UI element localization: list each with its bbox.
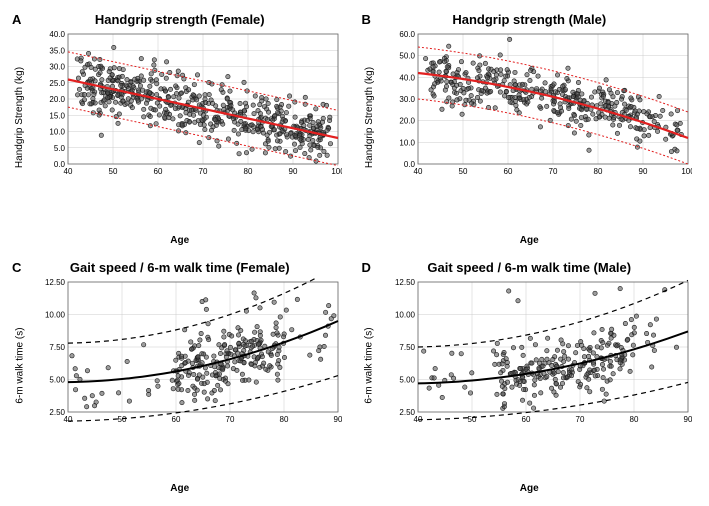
panel-c: C Gait speed / 6-m walk time (Female) 6-… — [10, 258, 350, 496]
panel-title: Handgrip strength (Female) — [10, 12, 350, 27]
svg-text:12.50: 12.50 — [45, 278, 66, 287]
svg-text:25.0: 25.0 — [49, 79, 65, 88]
svg-text:50: 50 — [118, 415, 127, 424]
x-axis-label: Age — [360, 235, 700, 246]
svg-text:60: 60 — [154, 167, 163, 176]
y-axis-label: 6-m walk time (s) — [15, 327, 26, 403]
svg-text:60: 60 — [521, 415, 530, 424]
svg-text:70: 70 — [575, 415, 584, 424]
y-axis-label-wrap: 6-m walk time (s) — [364, 258, 376, 472]
panel-title: Gait speed / 6-m walk time (Male) — [360, 260, 700, 275]
svg-text:80: 80 — [629, 415, 638, 424]
svg-text:7.50: 7.50 — [49, 343, 65, 352]
y-axis-label: Handgrip Strength (kg) — [364, 66, 375, 167]
panel-a: A Handgrip strength (Female) Handgrip St… — [10, 10, 350, 248]
x-axis-label: Age — [10, 235, 350, 246]
svg-text:5.00: 5.00 — [49, 376, 65, 385]
svg-text:80: 80 — [244, 167, 253, 176]
svg-text:10.0: 10.0 — [49, 128, 65, 137]
y-axis-label-wrap: 6-m walk time (s) — [14, 258, 26, 472]
svg-text:20.0: 20.0 — [399, 117, 415, 126]
y-axis-label: 6-m walk time (s) — [364, 327, 375, 403]
svg-text:15.0: 15.0 — [49, 111, 65, 120]
svg-text:90: 90 — [638, 167, 647, 176]
panel-d: D Gait speed / 6-m walk time (Male) 6-m … — [360, 258, 700, 496]
svg-text:50: 50 — [467, 415, 476, 424]
y-axis-label: Handgrip Strength (kg) — [15, 66, 26, 167]
svg-text:100: 100 — [681, 167, 692, 176]
svg-text:60: 60 — [503, 167, 512, 176]
svg-text:2.50: 2.50 — [399, 408, 415, 417]
plot-a: 4050607080901000.05.010.015.020.025.030.… — [42, 30, 342, 180]
svg-text:0.0: 0.0 — [54, 160, 66, 169]
svg-text:90: 90 — [334, 415, 342, 424]
panel-title: Handgrip strength (Male) — [360, 12, 700, 27]
svg-text:60.0: 60.0 — [399, 30, 415, 39]
svg-text:60: 60 — [172, 415, 181, 424]
svg-text:50.0: 50.0 — [399, 52, 415, 61]
svg-text:90: 90 — [289, 167, 298, 176]
svg-text:2.50: 2.50 — [49, 408, 65, 417]
svg-text:80: 80 — [593, 167, 602, 176]
svg-text:35.0: 35.0 — [49, 46, 65, 55]
svg-text:70: 70 — [548, 167, 557, 176]
svg-text:10.0: 10.0 — [399, 138, 415, 147]
x-axis-label: Age — [10, 483, 350, 494]
svg-text:70: 70 — [226, 415, 235, 424]
svg-text:100: 100 — [331, 167, 342, 176]
svg-text:50: 50 — [458, 167, 467, 176]
plot-b: 4050607080901000.010.020.030.040.050.060… — [392, 30, 692, 180]
panel-b: B Handgrip strength (Male) Handgrip Stre… — [360, 10, 700, 248]
svg-text:12.50: 12.50 — [394, 278, 415, 287]
panel-title: Gait speed / 6-m walk time (Female) — [10, 260, 350, 275]
svg-text:40.0: 40.0 — [49, 30, 65, 39]
svg-text:70: 70 — [199, 167, 208, 176]
svg-text:5.0: 5.0 — [54, 144, 66, 153]
y-axis-label-wrap: Handgrip Strength (kg) — [364, 10, 376, 224]
svg-text:40.0: 40.0 — [399, 73, 415, 82]
figure-grid: A Handgrip strength (Female) Handgrip St… — [10, 10, 699, 496]
svg-text:30.0: 30.0 — [399, 95, 415, 104]
svg-text:80: 80 — [280, 415, 289, 424]
plot-d: 4050607080902.505.007.5010.0012.50 — [392, 278, 692, 428]
svg-text:90: 90 — [683, 415, 691, 424]
svg-text:20.0: 20.0 — [49, 95, 65, 104]
svg-text:50: 50 — [109, 167, 118, 176]
svg-text:10.00: 10.00 — [394, 311, 415, 320]
svg-text:30.0: 30.0 — [49, 63, 65, 72]
y-axis-label-wrap: Handgrip Strength (kg) — [14, 10, 26, 224]
svg-text:10.00: 10.00 — [45, 311, 66, 320]
plot-c: 4050607080902.505.007.5010.0012.50 — [42, 278, 342, 428]
svg-text:0.0: 0.0 — [403, 160, 415, 169]
svg-text:5.00: 5.00 — [399, 376, 415, 385]
svg-text:7.50: 7.50 — [399, 343, 415, 352]
x-axis-label: Age — [360, 483, 700, 494]
